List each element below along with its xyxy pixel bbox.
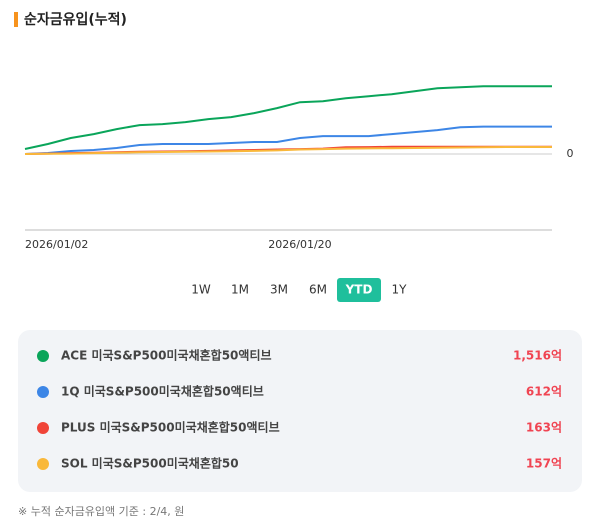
tab-active-bg[interactable] (337, 278, 381, 302)
legend-value: 157억 (526, 457, 562, 471)
legend-dot (37, 350, 49, 362)
legend-dot (37, 458, 49, 470)
tab[interactable]: 1Y (392, 283, 408, 297)
legend-label: 1Q 미국S&P500미국채혼합50액티브 (61, 384, 264, 399)
legend-panel (18, 330, 582, 492)
legend-label: PLUS 미국S&P500미국채혼합50액티브 (61, 420, 280, 435)
footnote: ※ 누적 순자금유입액 기준 : 2/4, 원 (18, 505, 184, 518)
tab[interactable]: YTD (345, 283, 373, 297)
legend-value: 163억 (526, 421, 562, 435)
legend-label: ACE 미국S&P500미국채혼합50액티브 (61, 348, 272, 363)
tab[interactable]: 1W (191, 283, 211, 297)
y-tick-label: 0 (567, 147, 574, 160)
legend-label: SOL 미국S&P500미국채혼합50 (61, 456, 239, 471)
legend-dot (37, 386, 49, 398)
legend-dot (37, 422, 49, 434)
chart-title: 순자금유입(누적) (24, 11, 127, 28)
x-tick-label: 2026/01/20 (268, 238, 331, 251)
series-line (24, 125, 552, 155)
tab[interactable]: 6M (309, 283, 327, 297)
x-tick-label: 2026/01/02 (25, 238, 88, 251)
tab[interactable]: 1M (231, 283, 249, 297)
legend-value: 1,516억 (513, 349, 562, 363)
legend-value: 612억 (526, 385, 562, 399)
tab[interactable]: 3M (270, 283, 288, 297)
series-line (24, 85, 552, 150)
series-line (24, 146, 552, 155)
title-marker (14, 12, 18, 27)
